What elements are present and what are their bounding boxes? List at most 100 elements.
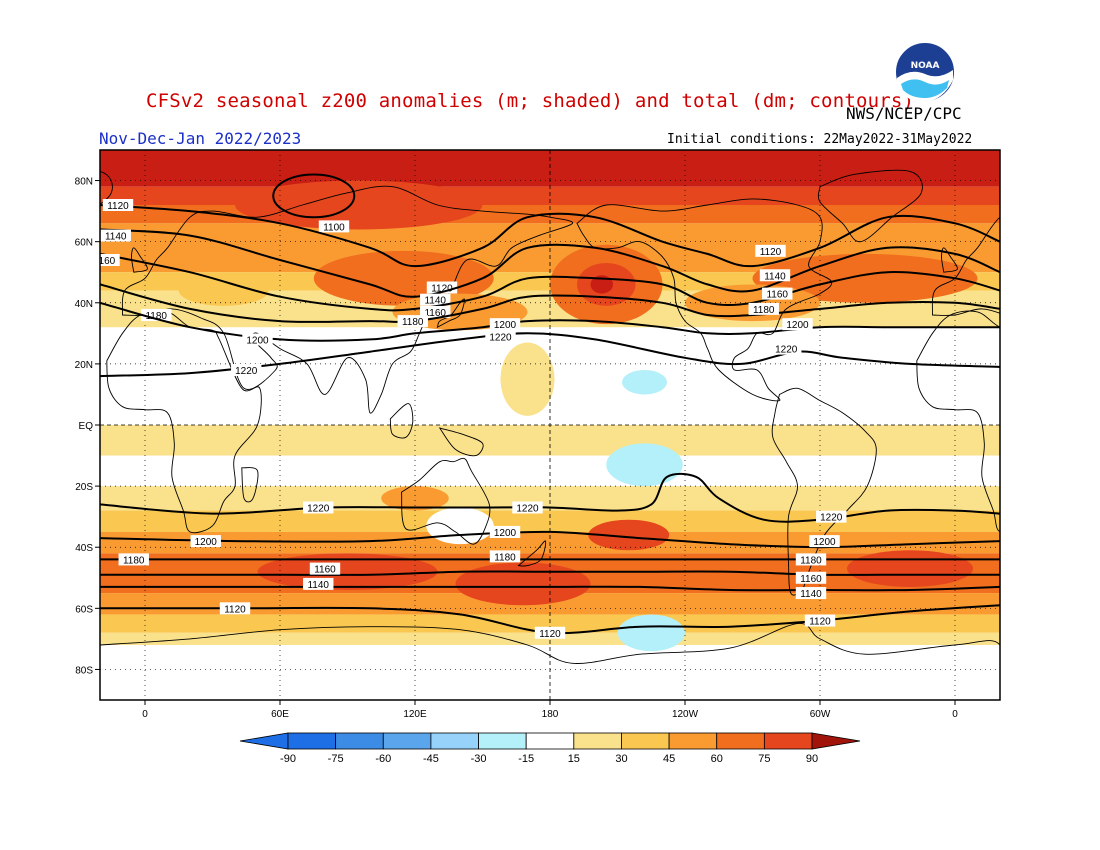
contour-line (100, 530, 1000, 549)
contour-line (100, 604, 1000, 635)
contour-label-bg (485, 330, 516, 343)
coastline-japan (436, 298, 465, 329)
contour-label-bg (303, 577, 334, 590)
colorbar-high-extend (811, 732, 861, 750)
anomaly-band (100, 486, 1000, 511)
x-tick-label: 60W (810, 709, 831, 720)
colorbar-label: 75 (758, 753, 770, 765)
anomaly-blob (178, 275, 269, 306)
contour-label-bg (309, 562, 341, 575)
contour-line (272, 173, 356, 219)
coastline-north-america (576, 198, 833, 402)
colorbar-bin (382, 732, 432, 750)
contour-label: 1200 (494, 528, 517, 539)
contour-label: 1120 (760, 247, 782, 258)
anomaly-band (100, 614, 1000, 633)
contour-label: 1180 (494, 552, 516, 563)
contour-label-bg (489, 550, 521, 563)
contour-label-bg (795, 587, 827, 600)
agency-label: NWS/NCEP/CPC (846, 104, 962, 123)
anomaly-blob (617, 614, 685, 652)
anomaly-blob (381, 486, 449, 511)
height-contours: 1100112011201120114011401140116011601160… (94, 173, 1000, 640)
contour-label-bg (219, 602, 251, 615)
contour-label: 1200 (786, 320, 809, 331)
contour-label-bg (100, 254, 120, 266)
contour-label-bg (816, 510, 847, 523)
colorbar-label: -30 (471, 753, 487, 765)
contour-label-bg (190, 535, 221, 548)
colorbar-label: -45 (423, 753, 439, 765)
y-tick-label: 80N (75, 177, 93, 188)
contour-label-bg (809, 535, 840, 548)
coastline-madagascar (241, 467, 259, 503)
colorbar-label: -60 (375, 753, 391, 765)
contour-label: 1160 (94, 256, 116, 267)
contour-label-bg (100, 229, 131, 242)
contour-label-bg (771, 342, 802, 355)
contour-label: 1140 (800, 589, 822, 600)
colorbar-bin (287, 732, 337, 750)
colorbar-bin (621, 732, 670, 750)
contour-label-bg (755, 244, 786, 257)
contour-line (100, 570, 1000, 576)
contour-label: 1140 (424, 296, 446, 307)
y-tick-label: 40S (75, 543, 93, 554)
x-tick-label: 120E (403, 709, 427, 720)
y-tick-label: 80S (75, 665, 93, 676)
contour-label: 1180 (753, 305, 775, 316)
coastline-new-zealand (517, 540, 547, 567)
contour-label: 1120 (809, 617, 831, 628)
x-tick-label: 0 (952, 709, 958, 720)
y-tick-label: EQ (79, 421, 94, 432)
contour-line (100, 252, 1000, 312)
coastline-south-america (771, 387, 877, 596)
contour-line (100, 204, 1000, 268)
colorbar-label: 90 (806, 753, 818, 765)
contour-label-bg (318, 220, 350, 233)
contour-label: 1200 (246, 335, 269, 346)
coastline-africa-wrap (916, 310, 1000, 533)
colorbar-bin (478, 732, 527, 750)
colorbar-bin (763, 732, 813, 750)
contour-label: 1220 (516, 504, 539, 515)
anomaly-blob (426, 507, 494, 545)
contour-label: 1220 (307, 504, 330, 515)
contour-label: 1160 (766, 290, 788, 301)
y-tick-label: 40N (75, 299, 93, 310)
contour-label-bg (795, 553, 827, 566)
contour-label: 1220 (489, 332, 512, 343)
colorbar-bin (668, 732, 718, 750)
contour-label: 1160 (314, 565, 336, 576)
contour-label: 1140 (764, 271, 786, 282)
anomaly-band (100, 632, 1000, 645)
coastline-new-guinea (438, 427, 484, 457)
anomaly-blob (500, 342, 555, 416)
contour-label-bg (489, 318, 521, 331)
colorbar-bin (335, 732, 384, 750)
colorbar-label: 60 (711, 753, 723, 765)
y-tick-label: 20N (75, 360, 93, 371)
contour-label-bg (242, 333, 273, 346)
coastline-africa (106, 310, 262, 534)
contour-label: 1180 (800, 555, 822, 566)
contour-line (100, 301, 1000, 342)
anomaly-blob (622, 370, 667, 395)
contour-label: 1220 (820, 513, 843, 524)
y-tick-label: 60S (75, 604, 93, 615)
anomaly-blob (235, 180, 483, 230)
contour-line (100, 585, 1000, 592)
anomaly-blob (455, 562, 591, 606)
chart-title: CFSv2 seasonal z200 anomalies (m; shaded… (146, 90, 915, 112)
coastline-uk (131, 247, 148, 273)
contour-label-bg (231, 364, 262, 376)
contour-label-bg (420, 293, 451, 306)
contour-label: 1180 (123, 555, 145, 566)
coastline-uk-wrap (941, 247, 958, 273)
x-tick-label: 60E (271, 709, 289, 720)
contour-label-bg (795, 571, 827, 584)
map-plot-area: 1100112011201120114011401140116011601160… (94, 150, 1000, 700)
logo-text: NOAA (911, 61, 940, 71)
contour-label-bg (804, 614, 836, 627)
colorbar-bin (716, 732, 765, 750)
